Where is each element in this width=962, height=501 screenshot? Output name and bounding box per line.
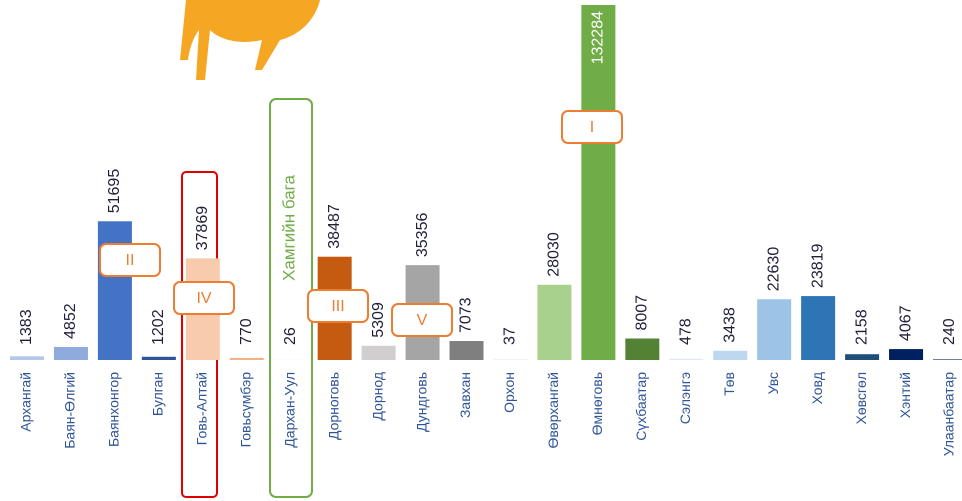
x-tick-label: Дорноговь — [325, 372, 341, 440]
bar — [889, 349, 924, 360]
annotation: IV — [173, 281, 235, 315]
annotation-label: II — [126, 252, 135, 269]
bar — [53, 346, 88, 360]
value-label: 38487 — [326, 204, 343, 249]
x-tick-label: Ховд — [809, 372, 825, 404]
annotation-box — [391, 303, 453, 337]
annotation: II — [99, 243, 161, 277]
annotation-label: IV — [196, 290, 211, 307]
annotation-box — [307, 289, 369, 323]
x-tick-label: Хэнтий — [897, 372, 913, 418]
x-tick-label: Говьсүмбэр — [237, 372, 253, 448]
bar — [757, 299, 792, 360]
value-label: 1202 — [150, 309, 167, 345]
x-tick-label: Баянхонгор — [106, 372, 122, 447]
x-tick-label: Хөвсгөл — [853, 372, 869, 424]
value-label: 4852 — [62, 303, 79, 339]
camel-illustration — [180, 0, 320, 80]
value-label: 26 — [282, 327, 299, 345]
x-tick-label: Орхон — [501, 372, 517, 413]
min-note: Хамгийн бага — [279, 175, 298, 281]
bar — [141, 356, 176, 360]
x-tick-label: Баян-Өлгий — [62, 372, 78, 449]
value-label: 5309 — [370, 302, 387, 338]
bar — [801, 296, 836, 360]
x-tick-label: Дархан-Уул — [281, 372, 297, 448]
value-label: 3438 — [721, 307, 738, 343]
value-label: 37869 — [194, 206, 211, 251]
value-label: 35356 — [414, 213, 431, 258]
bar — [361, 345, 396, 360]
value-label: 37 — [502, 327, 519, 345]
x-tick-label: Архангай — [18, 372, 34, 432]
value-label: 770 — [238, 318, 255, 345]
value-label: 240 — [941, 318, 958, 345]
value-label: 1383 — [18, 309, 35, 345]
x-tick-label: Төв — [721, 372, 737, 396]
bar — [845, 354, 880, 360]
value-label: 22630 — [765, 247, 782, 292]
x-tick-label: Өмнөговь — [589, 372, 605, 435]
value-label: 4067 — [897, 305, 914, 341]
bar — [713, 350, 748, 360]
annotation-label: I — [590, 119, 594, 136]
x-tick-label: Дорнод — [369, 372, 385, 421]
value-label: 7073 — [458, 297, 475, 333]
annotation-box — [99, 243, 161, 277]
x-tick-label: Завхан — [457, 372, 473, 418]
annotation-label: III — [331, 298, 344, 315]
value-label: 23819 — [809, 243, 826, 288]
bar — [625, 338, 660, 360]
value-label: 132284 — [590, 11, 607, 64]
x-tick-label: Дундговь — [413, 372, 429, 432]
x-tick-label: Улаанбаатар — [941, 372, 957, 456]
x-tick-label: Сэлэнгэ — [677, 372, 693, 424]
annotation: I — [561, 110, 623, 144]
bar — [581, 5, 616, 360]
x-tick-label: Өвөрхангай — [545, 372, 561, 449]
bar — [10, 356, 44, 360]
annotation: V — [391, 303, 453, 337]
x-tick-label: Булган — [150, 372, 166, 416]
annotation: III — [307, 289, 369, 323]
value-label: 8007 — [634, 295, 651, 331]
bar — [449, 341, 484, 360]
bar — [933, 359, 962, 360]
annotation-label: V — [417, 312, 428, 329]
value-label: 478 — [678, 318, 695, 345]
value-label: 2158 — [853, 309, 870, 345]
bar — [537, 284, 572, 360]
bar — [229, 357, 264, 360]
bar — [669, 358, 704, 360]
annotation-box — [173, 281, 235, 315]
bar — [97, 221, 132, 360]
value-label: 51695 — [106, 169, 123, 214]
value-label: 28030 — [546, 232, 563, 277]
x-tick-label: Сүхбаатар — [633, 372, 649, 441]
x-tick-label: Увс — [765, 372, 781, 394]
annotation-box — [561, 110, 623, 144]
x-tick-label: Говь-Алтай — [194, 372, 210, 445]
